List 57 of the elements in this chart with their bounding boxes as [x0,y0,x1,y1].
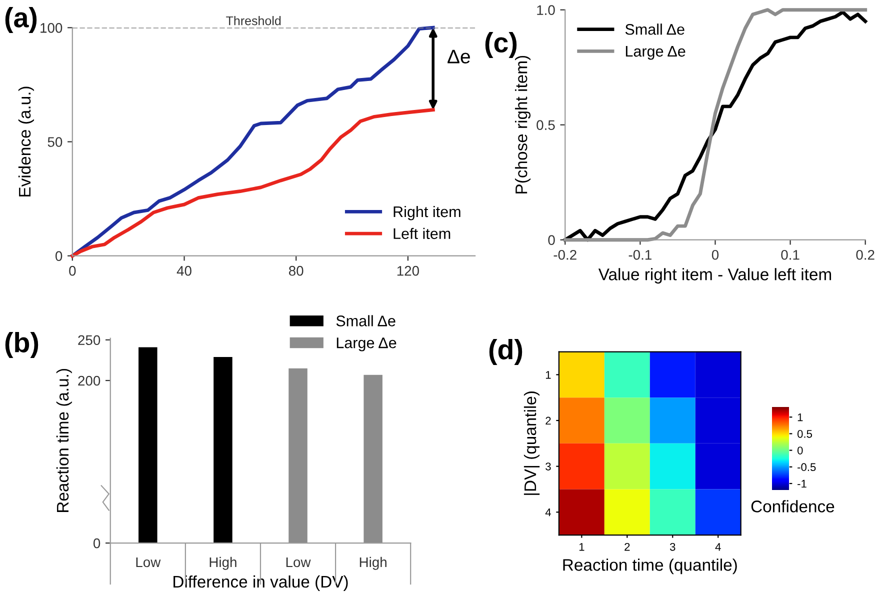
y-axis-title: P(chose right item) [515,56,531,194]
x-tick-label: 0 [712,250,719,260]
x-tick-label: -0.1 [628,250,652,260]
x-tick-label: 3 [670,542,676,551]
legend-label: Left item [394,228,450,240]
x-tick-label: Low [136,557,161,568]
y-tick-label: 100 [40,23,62,33]
x-axis-title: Value right item - Value left item [598,268,832,284]
y-axis-title: Evidence (a.u.) [18,86,34,196]
color-bar-label: 0 [797,446,803,454]
annotation: Δe [448,50,470,64]
y-tick-label: 250 [78,335,100,346]
y-tick-label: 0.5 [536,120,555,130]
legend-label: Large Δe [626,46,686,60]
color-bar-label: -1 [798,480,806,488]
legend-label: Small Δe [625,24,684,35]
legend-label: Small Δe [336,315,396,326]
x-tick-label: 40 [176,266,192,276]
ref-line-label: Threshold [226,16,281,26]
bar [288,368,308,544]
legend-label: Large Δe [336,338,396,352]
color-bar-title: Confidence [751,500,834,512]
legend-label: Right item [394,206,460,220]
x-tick-label: High [360,556,386,570]
y-axis-title: |DV| (quantile) [524,391,540,495]
color-bar-label: -0.5 [798,463,816,472]
chart-title: (b) [5,332,38,358]
y-tick-label: 200 [78,376,100,386]
x-tick-label: Low [286,557,311,568]
y-tick-label: 1.0 [537,5,555,16]
x-tick-label: 120 [397,266,419,276]
x-tick-label: 0.2 [856,250,874,260]
x-tick-label: 4 [715,543,721,551]
color-bar-label: 0.5 [797,430,812,438]
chart-title: (a) [5,7,37,33]
x-tick-label: 80 [288,266,304,276]
text: (c) [485,32,517,58]
x-tick-label: 0 [69,266,76,276]
bar [138,347,158,544]
y-tick-label: 1 [546,371,551,379]
chart-title: (d) [489,339,522,365]
y-tick-label: 4 [545,508,551,516]
y-tick-label: 50 [48,137,62,147]
bar [364,374,382,544]
x-axis-title: Difference in value (DV) [174,575,348,591]
x-tick-label: 0.1 [781,250,800,260]
color-bar-label: 1 [798,413,803,422]
y-tick-label: 3 [546,462,551,470]
x-tick-label: 1 [579,543,584,551]
y-tick-label: 2 [546,416,551,425]
x-tick-label: High [210,556,236,570]
y-tick-label: 0 [548,235,555,246]
x-tick-label: -0.2 [554,250,576,260]
y-axis-title: Reaction time (a.u.) [56,368,72,512]
x-tick-label: 2 [624,542,630,551]
bar [214,356,232,544]
x-axis-title: Reaction time (quantile) [563,558,737,574]
